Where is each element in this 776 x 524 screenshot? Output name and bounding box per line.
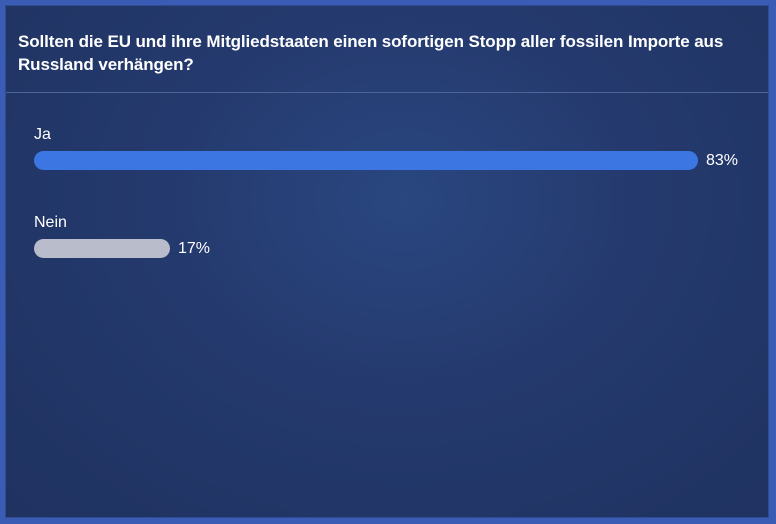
result-bar xyxy=(34,239,170,258)
option-label: Ja xyxy=(34,126,51,143)
option-label: Nein xyxy=(34,214,67,231)
poll-header: Sollten die EU und ihre Mitgliedstaaten … xyxy=(6,6,768,93)
result-bar xyxy=(34,151,698,170)
poll-question: Sollten die EU und ihre Mitgliedstaaten … xyxy=(18,32,724,74)
poll-card: Sollten die EU und ihre Mitgliedstaaten … xyxy=(5,5,769,518)
option-percent: 17% xyxy=(178,240,211,257)
option-percent: 83% xyxy=(706,152,739,169)
